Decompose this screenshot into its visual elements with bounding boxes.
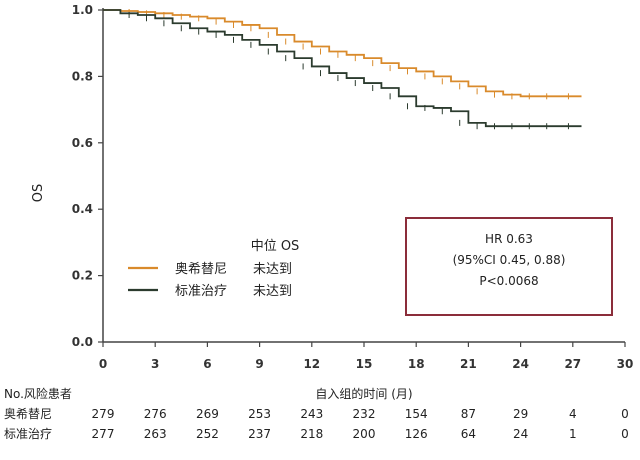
y-tick-label: 0.2 <box>72 269 93 283</box>
risk-cell: 200 <box>353 427 376 441</box>
risk-cell: 0 <box>621 427 629 441</box>
stats-line-2: P<0.0068 <box>479 274 538 288</box>
risk-cell: 263 <box>144 427 167 441</box>
y-axis-label: OS <box>31 184 46 202</box>
risk-cell: 232 <box>353 407 376 421</box>
risk-cell: 276 <box>144 407 167 421</box>
risk-cell: 4 <box>569 407 577 421</box>
legend-label-1: 标准治疗 <box>175 284 227 299</box>
x-tick-label: 27 <box>564 357 581 371</box>
risk-cell: 29 <box>513 407 528 421</box>
risk-cell: 252 <box>196 427 219 441</box>
x-tick-label: 18 <box>408 357 425 371</box>
legend-value-0: 未达到 <box>253 262 292 277</box>
risk-cell: 154 <box>405 407 428 421</box>
y-tick-label: 0.0 <box>72 335 93 349</box>
x-tick-label: 6 <box>203 357 211 371</box>
x-tick-label: 3 <box>151 357 159 371</box>
y-tick-label: 0.4 <box>72 202 93 216</box>
y-tick-label: 0.8 <box>72 69 93 83</box>
risk-table-header: No.风险患者 <box>4 386 72 401</box>
risk-cell: 218 <box>300 427 323 441</box>
stats-box <box>405 217 613 316</box>
risk-row-label-1: 标准治疗 <box>4 427 52 441</box>
x-tick-label: 12 <box>303 357 320 371</box>
risk-cell: 87 <box>461 407 476 421</box>
x-axis-label: 自入组的时间 (月) <box>315 386 412 401</box>
legend-label-0: 奥希替尼 <box>175 262 227 277</box>
risk-cell: 24 <box>513 427 528 441</box>
risk-row-label-0: 奥希替尼 <box>4 406 52 421</box>
legend-title: 中位 OS <box>251 239 300 254</box>
risk-cell: 126 <box>405 427 428 441</box>
x-tick-label: 21 <box>460 357 477 371</box>
stats-line-1: (95%CI 0.45, 0.88) <box>453 253 566 267</box>
risk-cell: 1 <box>569 427 577 441</box>
risk-cell: 279 <box>92 407 115 421</box>
x-tick-label: 15 <box>356 357 373 371</box>
x-tick-label: 24 <box>512 357 529 371</box>
y-tick-label: 1.0 <box>72 3 93 17</box>
risk-cell: 0 <box>621 407 629 421</box>
risk-cell: 253 <box>248 407 271 421</box>
series-line-1 <box>103 9 582 128</box>
risk-cell: 277 <box>92 427 115 441</box>
x-tick-label: 30 <box>617 357 634 371</box>
x-tick-label: 0 <box>99 357 107 371</box>
risk-cell: 237 <box>248 427 271 441</box>
risk-cell: 64 <box>461 427 476 441</box>
x-tick-label: 9 <box>255 357 263 371</box>
legend-value-1: 未达到 <box>253 284 292 299</box>
risk-cell: 269 <box>196 407 219 421</box>
stats-line-0: HR 0.63 <box>485 232 533 246</box>
y-tick-label: 0.6 <box>72 136 93 150</box>
risk-cell: 243 <box>300 407 323 421</box>
